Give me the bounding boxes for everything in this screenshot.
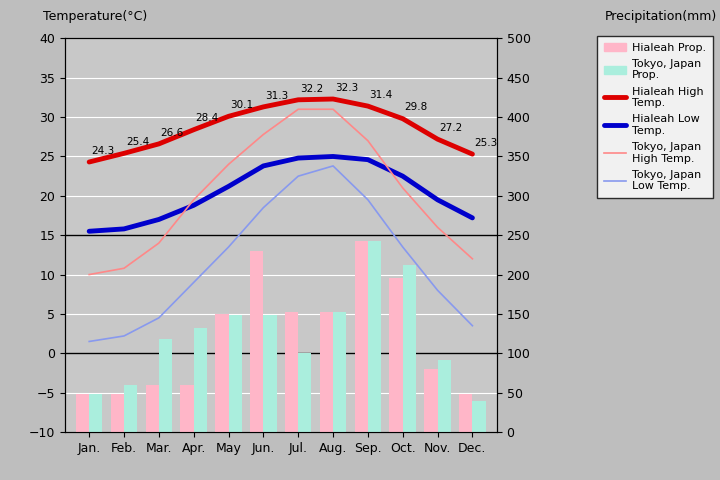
Text: 32.2: 32.2 — [300, 84, 323, 94]
Bar — [438, 360, 451, 432]
Bar — [472, 400, 486, 432]
Text: 31.4: 31.4 — [369, 90, 393, 100]
Bar — [333, 312, 346, 432]
Text: 32.3: 32.3 — [335, 83, 358, 93]
Bar — [368, 241, 381, 432]
Text: 29.8: 29.8 — [405, 102, 428, 112]
Bar — [285, 312, 298, 432]
Text: 30.1: 30.1 — [230, 100, 253, 110]
Text: 25.4: 25.4 — [126, 137, 149, 147]
Text: Precipitation(mm): Precipitation(mm) — [605, 10, 717, 23]
Bar — [159, 339, 172, 432]
Bar — [194, 328, 207, 432]
Text: 25.3: 25.3 — [474, 138, 498, 148]
Bar — [402, 265, 416, 432]
Text: 26.6: 26.6 — [161, 128, 184, 138]
Bar — [459, 394, 472, 432]
Bar — [320, 312, 333, 432]
Bar — [89, 394, 102, 432]
Bar — [124, 385, 138, 432]
Text: 28.4: 28.4 — [195, 113, 219, 123]
Text: Temperature(°C): Temperature(°C) — [43, 10, 148, 23]
Bar — [355, 241, 368, 432]
Bar — [264, 315, 276, 432]
Text: 24.3: 24.3 — [91, 146, 114, 156]
Legend: Hialeah Prop., Tokyo, Japan
Prop., Hialeah High
Temp., Hialeah Low
Temp., Tokyo,: Hialeah Prop., Tokyo, Japan Prop., Hiale… — [598, 36, 713, 198]
Bar — [424, 369, 438, 432]
Bar — [390, 278, 402, 432]
Bar — [76, 394, 89, 432]
Bar — [145, 385, 159, 432]
Bar — [250, 251, 264, 432]
Bar — [111, 394, 124, 432]
Bar — [181, 385, 194, 432]
Bar — [215, 314, 228, 432]
Text: 31.3: 31.3 — [265, 91, 289, 101]
Text: 27.2: 27.2 — [439, 123, 462, 133]
Bar — [298, 353, 312, 432]
Bar — [228, 315, 242, 432]
